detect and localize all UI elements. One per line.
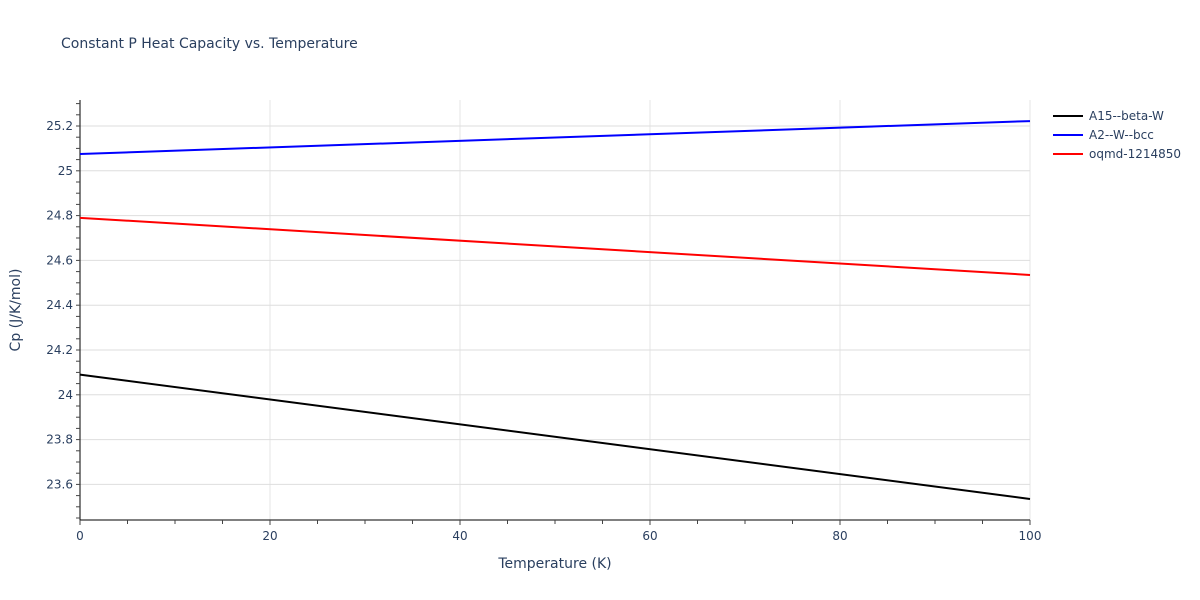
legend-item-oqmd-1214850[interactable]: oqmd-1214850	[1053, 144, 1181, 163]
legend-item-a2-w-bcc[interactable]: A2--W--bcc	[1053, 125, 1181, 144]
x-axis-title: Temperature (K)	[497, 556, 611, 572]
y-tick-label: 23.6	[46, 477, 73, 491]
legend-swatch-icon	[1053, 152, 1083, 155]
legend-item-a15-beta-w[interactable]: A15--beta-W	[1053, 106, 1181, 125]
y-tick-label: 24.6	[46, 253, 73, 267]
legend: A15--beta-W A2--W--bcc oqmd-1214850	[1053, 106, 1181, 163]
y-axis-title: Cp (J/K/mol)	[8, 269, 24, 352]
chart-title: Constant P Heat Capacity vs. Temperature	[61, 36, 358, 52]
legend-swatch-icon	[1053, 114, 1083, 117]
legend-label: oqmd-1214850	[1089, 146, 1182, 161]
x-tick-label: 80	[832, 529, 847, 543]
y-tick-label: 25.2	[46, 119, 73, 133]
x-tick-label: 40	[452, 529, 467, 543]
legend-label: A2--W--bcc	[1089, 127, 1154, 142]
series-line-oqmd-1214850	[79, 216, 1031, 276]
x-tick-label: 20	[262, 529, 277, 543]
series-line-a2-w-bcc	[79, 120, 1031, 155]
y-tick-label: 24.8	[46, 209, 73, 223]
legend-swatch-icon	[1053, 133, 1083, 136]
x-tick-label: 100	[1019, 529, 1042, 543]
legend-label: A15--beta-W	[1089, 108, 1164, 123]
y-tick-label: 24	[58, 388, 73, 402]
y-tick-label: 24.2	[46, 343, 73, 357]
y-tick-label: 23.8	[46, 433, 73, 447]
x-tick-label: 0	[76, 529, 84, 543]
series-line-a15-beta-w	[79, 373, 1031, 500]
y-tick-label: 24.4	[46, 298, 73, 312]
y-tick-label: 25	[58, 164, 73, 178]
x-tick-label: 60	[642, 529, 657, 543]
